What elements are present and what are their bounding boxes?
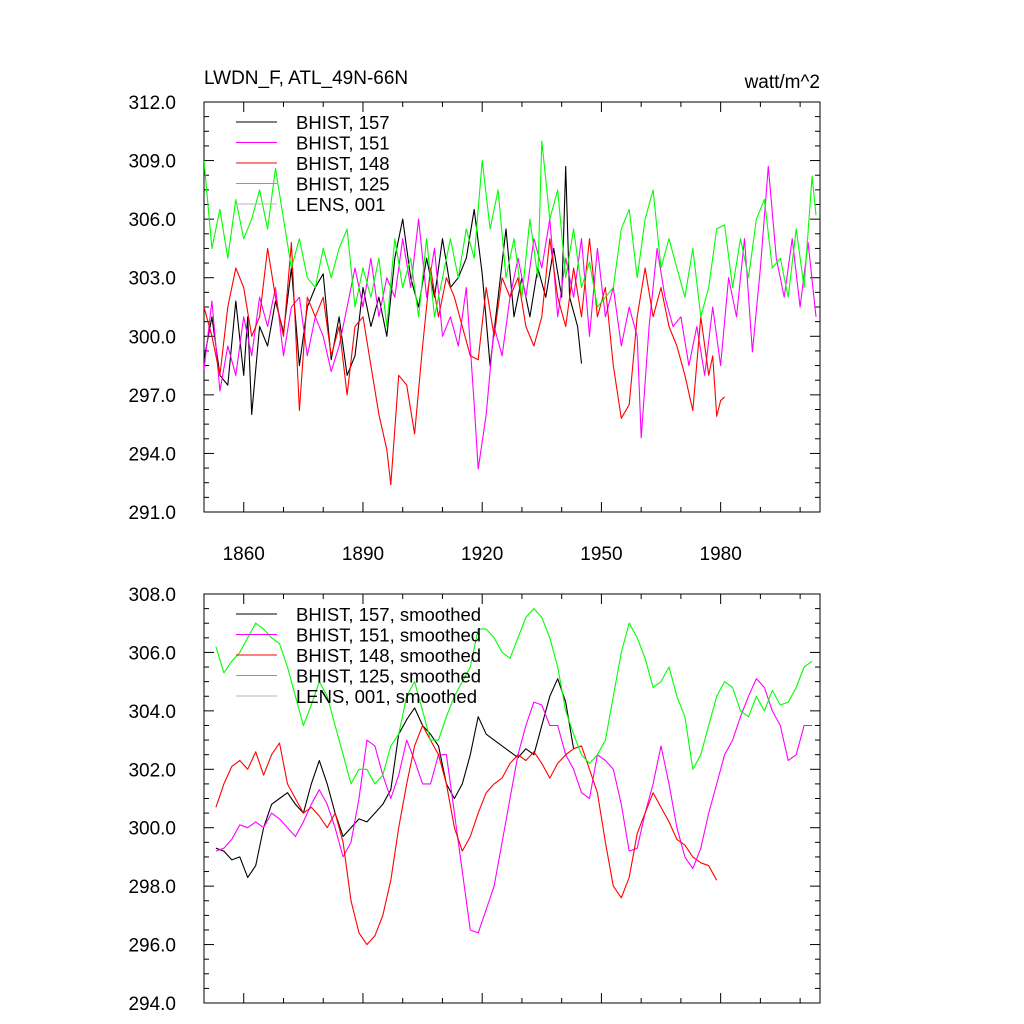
x-tick-label: 1950 [580, 544, 622, 565]
y-tick-label: 308.0 [128, 585, 176, 606]
legend-label: BHIST, 157 [296, 112, 390, 133]
y-tick-label: 291.0 [128, 503, 176, 524]
units-label: watt/m^2 [744, 72, 820, 93]
y-tick-label: 302.0 [128, 760, 176, 781]
legend-label: LENS, 001 [296, 194, 385, 215]
bottom-panel: 294.0 296.0 298.0 300.0 302.0 304.0 306.0 308.0… [128, 585, 821, 1015]
y-tick-label: 312.0 [128, 93, 176, 114]
series-line-bhist_148 [215, 724, 718, 946]
legend-label: BHIST, 151, smoothed [296, 625, 481, 646]
series-line-bhist_157 [215, 678, 575, 878]
y-tick-label: 297.0 [128, 386, 176, 407]
legend-label: BHIST, 148, smoothed [296, 645, 481, 666]
y-tick-label: 306.0 [128, 643, 176, 664]
y-tick-label: 304.0 [128, 702, 176, 723]
x-tick-label: 1890 [342, 544, 384, 565]
y-tick-label: 306.0 [128, 210, 176, 231]
legend-label: BHIST, 125 [296, 174, 390, 195]
y-tick-label: 300.0 [128, 819, 176, 840]
y-tick-label: 298.0 [128, 877, 176, 898]
legend-label: BHIST, 157, smoothed [296, 604, 481, 625]
x-tick-label: 1920 [461, 544, 503, 565]
legend-label: BHIST, 125, smoothed [296, 666, 481, 687]
top-panel: 291.0 294.0 297.0 300.0 303.0 306.0 309.0 312.0… [128, 93, 821, 565]
y-tick-label: 300.0 [128, 327, 176, 348]
series-line-bhist_125 [204, 140, 817, 328]
series-line-bhist_157 [204, 165, 583, 415]
series-line-bhist_151 [215, 678, 813, 934]
x-tick-label: 1860 [223, 544, 265, 565]
legend-label: BHIST, 148 [296, 153, 390, 174]
y-tick-label: 294.0 [128, 994, 176, 1015]
legend-label: LENS, 001, smoothed [296, 686, 477, 707]
y-tick-label: 309.0 [128, 152, 176, 173]
x-tick-label: 1980 [700, 544, 742, 565]
series-line-bhist_148 [204, 238, 725, 486]
series-line-bhist_125 [215, 608, 813, 785]
y-tick-label: 303.0 [128, 269, 176, 290]
legend-label: BHIST, 151 [296, 133, 390, 154]
chart-title: LWDN_F, ATL_49N-66N [204, 68, 408, 89]
y-tick-label: 294.0 [128, 444, 176, 465]
y-tick-label: 296.0 [128, 936, 176, 957]
